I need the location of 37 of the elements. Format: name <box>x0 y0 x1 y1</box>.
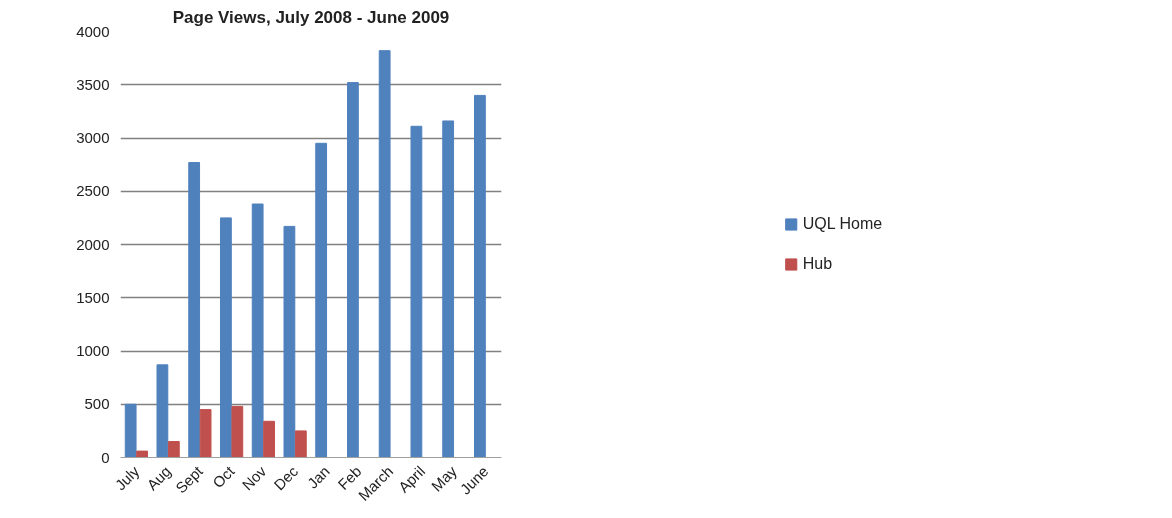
bar <box>283 225 296 458</box>
bar <box>220 217 232 458</box>
bar <box>167 441 180 458</box>
bar <box>231 405 244 458</box>
bar <box>188 161 201 458</box>
y-tick-label: 3000 <box>76 129 110 146</box>
x-tick-label: Oct <box>209 461 239 492</box>
bar <box>251 203 264 458</box>
y-tick-label: 1500 <box>76 288 110 306</box>
bar <box>294 430 307 458</box>
legend-label: Hub <box>802 255 833 273</box>
bar <box>474 94 486 458</box>
y-tick-label: 4000 <box>76 22 110 40</box>
y-tick-label: 2500 <box>76 182 110 200</box>
y-tick-label: 1000 <box>76 342 110 359</box>
x-tick-label: Aug <box>143 462 175 494</box>
chart-title: Page Views, July 2008 - June 2009 <box>172 7 450 27</box>
bar <box>378 50 391 458</box>
x-tick-label: Nov <box>238 462 270 494</box>
bar <box>156 364 169 458</box>
y-tick-label: 2000 <box>76 235 110 253</box>
bar <box>347 82 359 458</box>
bar <box>442 120 455 458</box>
bar <box>410 125 423 458</box>
bar <box>124 403 137 458</box>
y-tick-label: 500 <box>84 395 110 413</box>
bar <box>136 450 148 458</box>
y-tick-label: 3500 <box>76 75 110 93</box>
bar <box>199 409 212 458</box>
x-tick-label: May <box>427 462 461 495</box>
x-tick-label: Jan <box>303 462 333 492</box>
x-tick-label: July <box>111 462 143 494</box>
y-tick-label: 0 <box>101 448 110 466</box>
bar <box>315 142 328 458</box>
legend-label: UQL Home <box>802 215 883 233</box>
bar <box>263 420 275 458</box>
x-tick-label: Dec <box>270 462 302 494</box>
